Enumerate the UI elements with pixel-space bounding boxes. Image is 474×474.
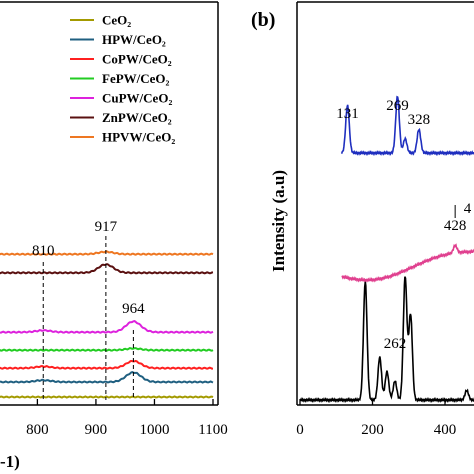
legend-label: FePW/CeO₂ xyxy=(102,71,170,86)
legend-label: CoPW/CeO₂ xyxy=(102,52,172,67)
x-tick-label: 1100 xyxy=(198,422,227,438)
legend-label: CeO₂ xyxy=(102,13,131,28)
peak-label: 131 xyxy=(336,106,359,122)
panel-b-y-axis-title: Intensity (a.u) xyxy=(269,170,288,272)
panel-b-label: (b) xyxy=(251,9,275,31)
peak-label: 328 xyxy=(408,112,431,128)
peak-label: 262 xyxy=(384,336,407,352)
peak-label: 810 xyxy=(32,243,55,259)
peak-label: 428 xyxy=(444,218,467,234)
panel-b-x-ticks: 0 200 400 xyxy=(296,399,456,438)
series-line xyxy=(0,395,214,399)
legend-label: CuPW/CeO₂ xyxy=(102,91,172,106)
legend-label: HPW/CeO₂ xyxy=(102,32,166,47)
series-line xyxy=(0,359,213,370)
series-line xyxy=(341,243,474,284)
series-line xyxy=(0,263,214,275)
x-tick-label: 400 xyxy=(434,422,457,438)
legend-label: ZnPW/CeO₂ xyxy=(102,110,172,125)
series-line xyxy=(0,347,214,352)
peak-label: 917 xyxy=(95,219,118,235)
legend-label: HPVW/CeO₂ xyxy=(102,130,175,145)
peak-label: 964 xyxy=(122,301,145,317)
x-tick-label: 800 xyxy=(26,422,49,438)
series-line xyxy=(340,95,474,157)
series-line xyxy=(0,250,214,256)
panel-a: CeO₂ HPW/CeO₂ CoPW/CeO₂ FePW/CeO₂ CuPW/CeO₂ Z… xyxy=(0,1,228,471)
x-tick-label: 200 xyxy=(361,422,384,438)
panel-b-series xyxy=(299,95,474,403)
x-tick-label: 0 xyxy=(296,422,304,438)
panel-a-annotations: 810 917 964 xyxy=(32,219,145,400)
peak-label: 269 xyxy=(386,98,409,114)
peak-label: 4 xyxy=(464,201,472,217)
panel-a-x-axis-title-fragment: -1) xyxy=(0,452,20,471)
panel-a-x-ticks: 70080090010001100 xyxy=(26,399,228,438)
x-tick-label: 900 xyxy=(85,422,108,438)
series-line xyxy=(0,371,214,384)
legend: CeO₂ HPW/CeO₂ CoPW/CeO₂ FePW/CeO₂ CuPW/CeO₂ Z… xyxy=(70,13,175,145)
series-line xyxy=(0,320,214,334)
panel-a-series xyxy=(0,250,214,399)
x-tick-label: 1000 xyxy=(139,422,169,438)
